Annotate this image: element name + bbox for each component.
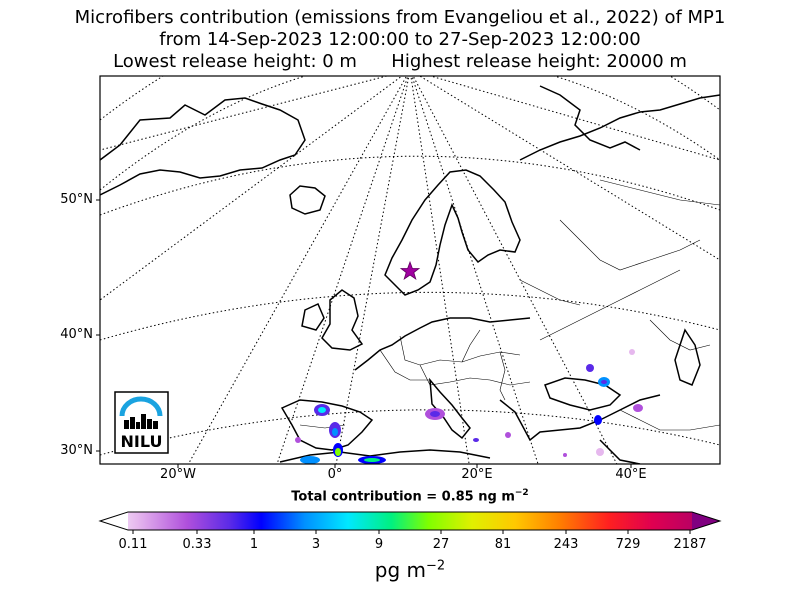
map-area: NILU: [100, 76, 720, 464]
colorbar-tick-label: 729: [615, 537, 641, 552]
colorbar-unit-label: pg m−2: [0, 558, 800, 582]
colorbar-tick-label: 9: [374, 537, 384, 552]
map-frame: [99, 75, 721, 465]
graticule: [100, 76, 720, 464]
colorbar-tick-label: 27: [432, 537, 450, 552]
colorbar-tick-label: 1: [249, 537, 259, 552]
colorbar-tick-label: 2187: [673, 537, 707, 552]
title-line-3: Lowest release height: 0 m Highest relea…: [113, 51, 687, 72]
borders: [299, 179, 720, 431]
total-contribution-text: Total contribution = 0.85 ng m: [291, 489, 515, 505]
colorbar-tick-label: 81: [494, 537, 512, 552]
total-contribution-exponent: −2: [514, 488, 529, 498]
colorbar-tick-label: 0.11: [118, 537, 148, 552]
concentration-field: [295, 349, 643, 464]
lat-label-40n: 40°N: [60, 327, 93, 342]
lon-label-20e: 20°E: [461, 467, 493, 482]
colorbar-tick-label: 0.33: [182, 537, 212, 552]
lat-label-30n: 30°N: [60, 443, 93, 458]
colorbar-unit-exponent: −2: [426, 558, 446, 574]
lon-label-40e: 40°E: [615, 467, 647, 482]
total-contribution-label: Total contribution = 0.85 ng m−2: [0, 488, 800, 504]
title-line-1: Microfibers contribution (emissions from…: [74, 7, 726, 28]
colorbar-tick-label: 3: [311, 537, 321, 552]
nilu-logo: NILU: [114, 391, 169, 454]
lon-label-0: 0°: [327, 467, 343, 482]
title-line-2: from 14-Sep-2023 12:00:00 to 27-Sep-2023…: [159, 29, 641, 50]
axis-ticks: [96, 199, 632, 468]
colorbar: [98, 511, 722, 534]
colorbar-unit-text: pg m: [374, 558, 427, 582]
lat-label-50n: 50°N: [60, 192, 93, 207]
lon-label-20w: 20°W: [160, 467, 196, 482]
nilu-logo-text: NILU: [121, 432, 163, 451]
release-site-star-icon: [399, 260, 421, 280]
colorbar-tick-label: 243: [553, 537, 579, 552]
coastlines: [100, 85, 720, 464]
